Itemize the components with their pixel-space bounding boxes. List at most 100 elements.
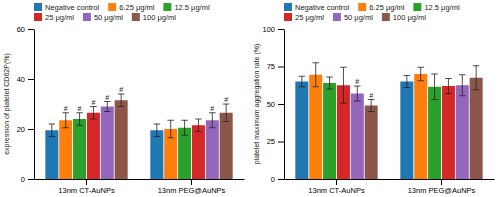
error-bar (368, 100, 375, 112)
tick-label: 13nm PEG@AuNPs (408, 186, 476, 195)
tick-label: 0 (21, 175, 25, 184)
legend-item: 25 μg/ml (34, 13, 74, 22)
y-axis-title: platelet maximum aggregation rate (%) (253, 44, 261, 165)
legend-swatch (284, 13, 292, 21)
tick-mark (278, 142, 284, 143)
tick-mark (336, 179, 337, 185)
legend-swatch (382, 13, 390, 21)
legend-label: Negative control (295, 3, 350, 12)
tick: 25 (267, 137, 284, 146)
annotation: # (64, 105, 68, 112)
bar (59, 120, 72, 179)
legend-swatch (34, 3, 42, 11)
plot-marks (295, 63, 482, 179)
x-axis: 13nm CT-AuNPs 13nm PEG@AuNPs (285, 179, 495, 195)
legend: Negative control6.25 μg/ml12.5 μg/ml25 μ… (34, 3, 210, 22)
tick-label: 40 (17, 75, 25, 84)
legend: Negative control6.25 μg/ml12.5 μg/ml25 μ… (284, 3, 460, 22)
axis-line (284, 30, 285, 180)
error-bar (167, 120, 174, 138)
y-axis-title: expression of platelet CD62P(%) (3, 53, 11, 155)
legend-item: 6.25 μg/ml (358, 3, 405, 12)
tick-mark (278, 67, 284, 68)
legend-item: 100 μg/ml (382, 13, 426, 22)
tick: 100 (262, 25, 284, 34)
bar (87, 113, 100, 179)
legend-label: 12.5 μg/ml (174, 3, 210, 12)
bar (115, 100, 128, 179)
tick-label: 60 (17, 25, 25, 34)
error-bar (62, 113, 69, 128)
error-bar (154, 124, 161, 137)
legend-label: 50 μg/ml (344, 13, 373, 22)
axis-line (285, 179, 495, 180)
y-axis: 0 20 40 60 (17, 25, 35, 184)
legend-swatch (132, 13, 140, 21)
error-bar (209, 113, 216, 128)
error-bar (49, 124, 56, 137)
error-bar (431, 74, 438, 100)
legend-item: 12.5 μg/ml (163, 3, 210, 12)
legend-label: 6.25 μg/ml (119, 3, 155, 12)
legend-item: 6.25 μg/ml (108, 3, 155, 12)
axis-line (34, 30, 35, 180)
annotation: # (355, 78, 359, 85)
series (295, 76, 413, 180)
tick-label: 100 (262, 25, 275, 34)
error-bar (118, 94, 125, 107)
panel: Negative control6.25 μg/ml12.5 μg/ml25 μ… (253, 3, 495, 195)
bar (192, 125, 205, 179)
tick-mark (278, 29, 284, 30)
legend-label: 100 μg/ml (143, 13, 176, 22)
bar (150, 130, 163, 179)
error-bar (76, 113, 83, 126)
error-bar (181, 120, 188, 135)
bar (73, 119, 86, 179)
series (351, 75, 469, 179)
error-bar (404, 76, 411, 88)
figure: Negative control 6.25 μg/ml 12.5 μg/ml 25 μ… (0, 0, 500, 197)
bar (400, 82, 413, 180)
annotations: ## (355, 78, 373, 99)
tick-mark (191, 179, 192, 185)
tick: 50 (267, 100, 284, 109)
bar (365, 106, 378, 180)
annotation: # (105, 94, 109, 101)
series (365, 66, 483, 179)
legend-swatch (413, 3, 421, 11)
series (323, 74, 441, 179)
legend-swatch (163, 3, 171, 11)
tick: 13nm CT-AuNPs (58, 179, 115, 195)
legend-label: 6.25 μg/ml (369, 3, 405, 12)
legend-label: 12.5 μg/ml (424, 3, 460, 12)
series (87, 107, 205, 180)
annotations: ####### (64, 86, 228, 112)
x-axis: 13nm CT-AuNPs13nm PEG@AuNPs (35, 179, 245, 195)
tick: 0 (271, 175, 284, 184)
tick: 40 (17, 75, 34, 84)
bar (442, 86, 455, 179)
tick: 75 (267, 62, 284, 71)
legend-item: 100 μg/ml (132, 13, 176, 22)
legend-item: Negative control (284, 3, 350, 12)
tick-mark (86, 179, 87, 185)
plot-marks (45, 94, 232, 179)
annotation: # (119, 86, 123, 93)
legend-swatch (34, 13, 42, 21)
error-bar (354, 86, 361, 101)
bar (414, 74, 427, 179)
legend-swatch (108, 3, 116, 11)
error-bar (417, 67, 424, 81)
legend-label: 25 μg/ml (45, 13, 74, 22)
tick-label: 20 (17, 125, 25, 134)
tick-label: 50 (267, 100, 275, 109)
bar (309, 75, 322, 179)
bar (45, 130, 58, 179)
annotation: # (210, 105, 214, 112)
annotation: # (224, 96, 228, 103)
tick: 13nm CT-AuNPs (308, 179, 365, 195)
bar (220, 113, 233, 179)
legend-swatch (333, 13, 341, 21)
bar (428, 87, 441, 179)
error-bar (326, 77, 333, 89)
